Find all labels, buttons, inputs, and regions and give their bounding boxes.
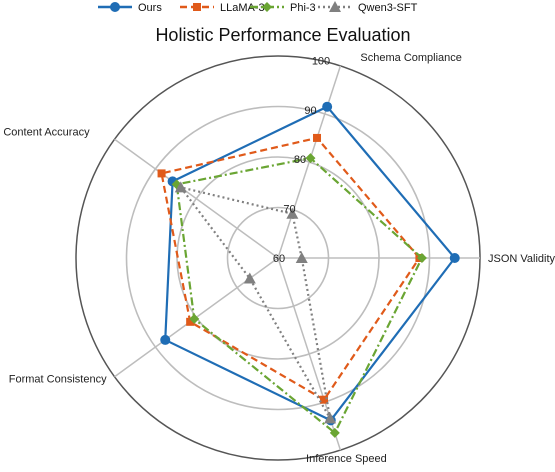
data-point-ours-schema-compliance	[322, 101, 333, 112]
series-layer	[157, 101, 460, 438]
data-point-ours-json-validity	[449, 253, 460, 263]
data-point-llama-3-content-accuracy	[157, 169, 166, 178]
legend-marker-llama-3	[193, 3, 201, 11]
data-point-llama-3-format-consistency	[186, 317, 195, 326]
legend: Ours LLaMA-3 Phi-3 Qwen3-SFT	[98, 1, 418, 14]
axis-label-format-consistency: Format Consistency	[9, 374, 107, 386]
chart-title: Holistic Performance Evaluation	[155, 25, 410, 45]
legend-marker-qwen3-sft	[329, 1, 341, 12]
data-point-phi-3-inference-speed	[329, 427, 340, 438]
series-line-ours	[164, 105, 456, 422]
axis-labels: 60 70 80 90 100 JSON Validity Schema Complianc…	[3, 52, 555, 465]
data-point-qwen3-sft-json-validity	[295, 252, 308, 263]
axis-spoke-content-accuracy	[114, 138, 279, 259]
data-point-llama-3-inference-speed	[320, 395, 329, 404]
radial-tick-label: 70	[283, 204, 295, 216]
legend-label-phi-3: Phi-3	[290, 2, 316, 14]
legend-label-qwen3-sft: Qwen3-SFT	[358, 2, 418, 14]
data-point-llama-3-schema-compliance	[313, 133, 322, 142]
legend-marker-ours	[110, 2, 120, 12]
axis-spoke-schema-compliance	[277, 65, 342, 259]
data-point-qwen3-sft-schema-compliance	[286, 207, 299, 219]
radial-tick-label: 60	[273, 253, 285, 265]
axis-label-json-validity: JSON Validity	[488, 253, 555, 265]
axis-label-content-accuracy: Content Accuracy	[3, 126, 90, 138]
legend-label-llama-3: LLaMA-3	[220, 2, 265, 14]
radial-tick-label: 90	[304, 105, 316, 117]
axis-label-schema-compliance: Schema Compliance	[360, 52, 462, 64]
data-point-qwen3-sft-content-accuracy	[174, 181, 187, 193]
data-point-qwen3-sft-inference-speed	[324, 412, 337, 424]
axis-label-inference-speed: Inference Speed	[306, 453, 387, 465]
legend-label-ours: Ours	[138, 2, 162, 14]
data-point-ours-format-consistency	[160, 334, 171, 345]
data-point-phi-3-json-validity	[416, 253, 427, 263]
radial-tick-label: 80	[294, 154, 306, 166]
data-point-phi-3-schema-compliance	[305, 153, 316, 164]
radial-tick-label: 100	[312, 55, 330, 67]
series-line-phi-3	[175, 157, 424, 434]
data-point-phi-3-format-consistency	[189, 313, 200, 324]
legend-marker-phi-3	[262, 2, 272, 12]
data-point-qwen3-sft-format-consistency	[243, 272, 256, 284]
series-line-llama-3	[160, 136, 421, 401]
